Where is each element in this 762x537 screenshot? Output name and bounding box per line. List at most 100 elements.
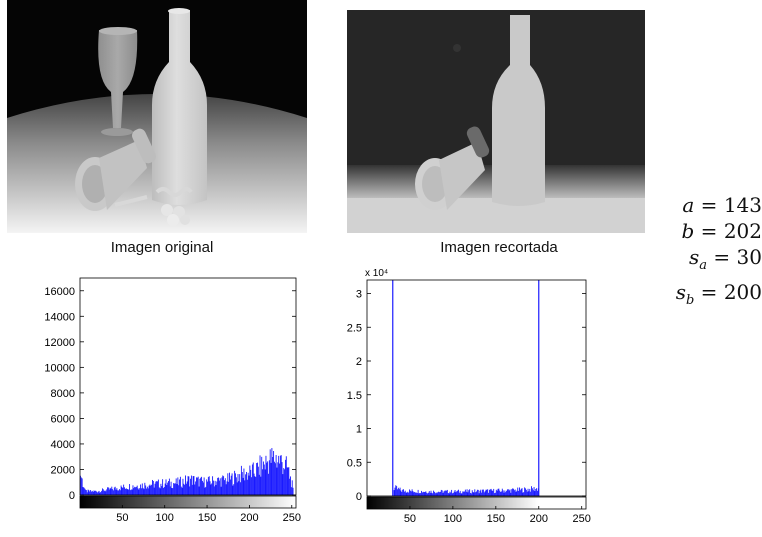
histogram-bar [516,490,518,496]
histogram-bar [218,480,220,495]
histogram-bar [179,479,181,495]
histogram-bar [402,489,404,496]
histogram-bar [433,490,435,496]
original-image-caption: Imagen original [110,239,214,256]
histogram-bar [163,487,164,495]
histogram-bar [529,488,531,496]
histogram-bar [535,488,537,496]
histogram-bar [260,476,262,495]
plot-frame [366,279,587,497]
histogram-bar [500,491,502,496]
histogram-bar [439,492,441,496]
histogram-bar [235,477,237,495]
histogram-bar [182,478,184,495]
histogram-bar [423,492,425,496]
histogram-bar [273,461,275,495]
x-tick-label: 150 [198,512,216,524]
histogram-bar [167,482,169,495]
histogram-bar [523,492,525,496]
histogram-bar [211,483,213,495]
histogram-bar [450,492,452,496]
histogram-bar [477,489,479,496]
histogram-bar [421,490,423,496]
histogram-bar [101,490,103,495]
histogram-bar [96,492,98,495]
histogram-bar [467,492,469,496]
histogram-bar [283,468,285,495]
histogram-bar [90,490,92,495]
histogram-bar [243,468,245,495]
histogram-bar [223,476,225,495]
histogram-bar [209,481,211,495]
histogram-bar [472,492,474,496]
histogram-bar [135,486,137,495]
histogram-bar [120,485,122,495]
histogram-bar [282,474,284,495]
histogram-bar [428,491,430,496]
histogram-bar [141,483,143,495]
y-tick-label: 1 [356,424,362,436]
histogram-bar [172,488,174,495]
histogram-bar [127,489,129,495]
histogram-bar [131,489,133,495]
histogram-bar [80,475,81,495]
plot-frame [79,277,297,496]
histogram-bar [435,492,437,496]
histogram-bar [397,489,398,496]
histogram-bar [525,489,527,496]
histogram-bar [192,476,194,495]
histogram-bar [207,481,208,495]
histogram-bar [174,483,176,495]
histogram-bar [85,490,87,495]
histogram-bar [470,493,472,496]
histogram-bar [405,492,407,496]
histogram-bar [124,488,126,495]
histogram-bar [536,488,538,496]
histogram-bar [409,489,410,496]
original-image [7,0,307,233]
histogram-bar [434,493,436,496]
original-histogram: 0 2000 4000 6000 8000 10000 12000 14000 16000 50 1… [44,277,301,524]
histogram-bar [495,489,497,496]
histogram-bar [483,492,485,496]
histogram-bar [219,478,221,495]
histogram-bar [452,493,453,496]
histogram-bar [275,455,277,495]
histogram-bar [237,474,239,495]
histogram-bar [171,487,173,495]
histogram-bar [401,491,403,496]
histogram-bar [398,489,400,496]
histogram-bar [162,479,164,495]
histogram-bar [155,481,157,495]
histogram-bar [199,478,201,495]
histogram-bar [505,492,507,496]
histogram-bar [136,485,138,495]
histogram-bar [159,488,161,495]
histogram-bar [107,487,109,495]
histogram-bar [226,481,228,495]
histogram-bar [246,471,247,495]
histogram-bar [456,491,458,496]
histogram-bar [268,473,269,495]
histogram-bar [445,490,447,496]
histogram-bar [234,470,236,495]
histogram-bar [236,482,238,495]
histogram-bar [487,489,489,496]
histogram-bar [244,480,246,495]
histogram-bar [457,490,459,496]
histogram-bar [117,490,119,495]
histogram-bar [422,491,424,496]
histogram-bar [278,455,280,495]
histogram-bar [227,473,229,495]
histogram-bar [419,493,421,496]
histogram-bar [224,480,225,495]
histogram-bar [121,487,123,495]
histogram-bar [286,467,288,495]
histogram-bar [478,493,480,496]
histogram-bar [484,491,486,496]
histogram-bar [515,491,517,496]
histogram-bar [160,483,162,495]
histogram-bar [407,491,409,496]
histogram-bar [164,483,166,495]
histogram-bar [88,490,90,495]
